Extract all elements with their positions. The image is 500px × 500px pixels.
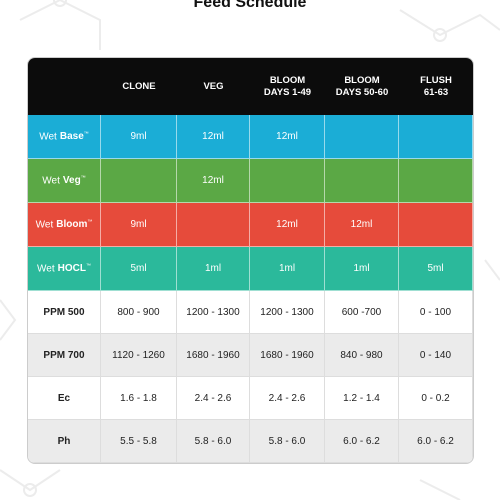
dose-value: 5ml [130, 263, 147, 274]
column-header: CLONE [101, 58, 177, 115]
measure-cell: 1120 - 1260 [101, 334, 177, 377]
row-label: Wet HOCL™ [28, 247, 101, 291]
trademark: ™ [80, 174, 86, 181]
dose-cell [177, 203, 250, 247]
dose-cell: 9ml [101, 115, 177, 159]
column-header: BLOOM DAYS 50-60 [325, 58, 399, 115]
label-prefix: Wet [39, 131, 57, 143]
measure-row: Ph 5.5 - 5.8 5.8 - 6.0 5.8 - 6.0 6.0 - 6.2 6.… [28, 420, 473, 463]
column-header: BLOOM DAYS 1-49 [250, 58, 325, 115]
measure-cell: 1680 - 1960 [177, 334, 250, 377]
column-header: FLUSH 61-63 [399, 58, 473, 115]
dose-cell: 12ml [177, 115, 250, 159]
dose-cell: 12ml [177, 159, 250, 203]
header-line: BLOOM [269, 74, 306, 86]
feed-table: CLONE VEG BLOOM DAYS 1-49 BLOOM DAYS 50-60 FLU… [27, 57, 474, 464]
product-name: Bloom [56, 219, 88, 231]
trademark: ™ [83, 130, 89, 137]
label-prefix: Wet [42, 175, 60, 187]
measure-cell: 5.5 - 5.8 [101, 420, 177, 463]
measure-cell: 5.8 - 6.0 [177, 420, 250, 463]
dose-cell: 9ml [101, 203, 177, 247]
corner-cell [28, 58, 101, 115]
trademark: ™ [85, 262, 91, 269]
dose-value: 9ml [130, 219, 147, 230]
measure-cell: 1200 - 1300 [177, 291, 250, 334]
product-name: HOCL [57, 263, 86, 275]
dose-value: 1ml [278, 263, 296, 274]
row-label: Ph [28, 420, 101, 463]
row-label: PPM 500 [28, 291, 101, 334]
header-row: CLONE VEG BLOOM DAYS 1-49 BLOOM DAYS 50-60 FLU… [28, 58, 473, 115]
header-line: 61-63 [423, 86, 449, 98]
dose-cell [399, 115, 473, 159]
measure-cell: 840 - 980 [325, 334, 399, 377]
measure-cell: 6.0 - 6.2 [325, 420, 399, 463]
dose-value: 5ml [427, 263, 444, 274]
row-label: Wet Base™ [28, 115, 101, 159]
header-line: DAYS 50-60 [335, 86, 389, 98]
dose-value: 12ml [202, 175, 224, 186]
header-line: BLOOM [344, 74, 380, 86]
dose-cell [399, 203, 473, 247]
dose-value: 1ml [204, 263, 222, 274]
dose-cell: 12ml [250, 203, 325, 247]
dose-cell: 1ml [325, 247, 399, 291]
product-row: Wet Base™ 9ml 12ml 12ml [28, 115, 473, 159]
column-header: VEG [177, 58, 250, 115]
row-label: Wet Bloom™ [28, 203, 101, 247]
measure-row: PPM 500 800 - 900 1200 - 1300 1200 - 1300 60… [28, 291, 473, 334]
label-prefix: Wet [35, 219, 54, 231]
header-line: FLUSH [420, 74, 452, 86]
dose-cell [325, 115, 399, 159]
measure-cell: 2.4 - 2.6 [250, 377, 325, 420]
dose-cell [101, 159, 177, 203]
dose-cell: 1ml [177, 247, 250, 291]
dose-value: 12ml [202, 131, 224, 142]
product-name: Veg [62, 175, 81, 187]
measure-cell: 6.0 - 6.2 [399, 420, 473, 463]
dose-cell: 1ml [250, 247, 325, 291]
measure-cell: 1.2 - 1.4 [325, 377, 399, 420]
header-line: DAYS 1-49 [263, 86, 312, 98]
header-line: VEG [203, 80, 224, 92]
dose-cell: 5ml [101, 247, 177, 291]
product-row: Wet Bloom™ 9ml 12ml 12ml [28, 203, 473, 247]
product-row: Wet Veg™ 12ml [28, 159, 473, 203]
dose-cell: 5ml [399, 247, 473, 291]
product-name: Base [59, 131, 84, 143]
measure-cell: 800 - 900 [101, 291, 177, 334]
row-label: Wet Veg™ [28, 159, 101, 203]
trademark: ™ [87, 218, 93, 225]
dose-cell: 12ml [250, 115, 325, 159]
measure-row: PPM 700 1120 - 1260 1680 - 1960 1680 - 1960… [28, 334, 473, 377]
measure-cell: 0 - 0.2 [399, 377, 473, 420]
measure-cell: 1200 - 1300 [250, 291, 325, 334]
measure-cell: 1680 - 1960 [250, 334, 325, 377]
measure-cell: 5.8 - 6.0 [250, 420, 325, 463]
dose-value: 12ml [350, 219, 373, 230]
product-row: Wet HOCL™ 5ml 1ml 1ml 1ml 5ml [28, 247, 473, 291]
measure-cell: 2.4 - 2.6 [177, 377, 250, 420]
row-label: PPM 700 [28, 334, 101, 377]
measure-cell: 0 - 140 [399, 334, 473, 377]
measure-cell: 0 - 100 [399, 291, 473, 334]
measure-cell: 600 -700 [325, 291, 399, 334]
dose-cell [399, 159, 473, 203]
row-label: Ec [28, 377, 101, 420]
header-line: CLONE [122, 80, 156, 92]
page-title: Feed Schedule [193, 0, 307, 11]
dose-cell [325, 159, 399, 203]
measure-row: Ec 1.6 - 1.8 2.4 - 2.6 2.4 - 2.6 1.2 - 1.4 0 … [28, 377, 473, 420]
dose-cell [250, 159, 325, 203]
dose-value: 1ml [353, 263, 370, 274]
dose-value: 9ml [130, 131, 147, 142]
label-prefix: Wet [37, 263, 55, 275]
measure-cell: 1.6 - 1.8 [101, 377, 177, 420]
dose-cell: 12ml [325, 203, 399, 247]
dose-value: 12ml [276, 131, 298, 142]
dose-value: 12ml [276, 219, 298, 230]
